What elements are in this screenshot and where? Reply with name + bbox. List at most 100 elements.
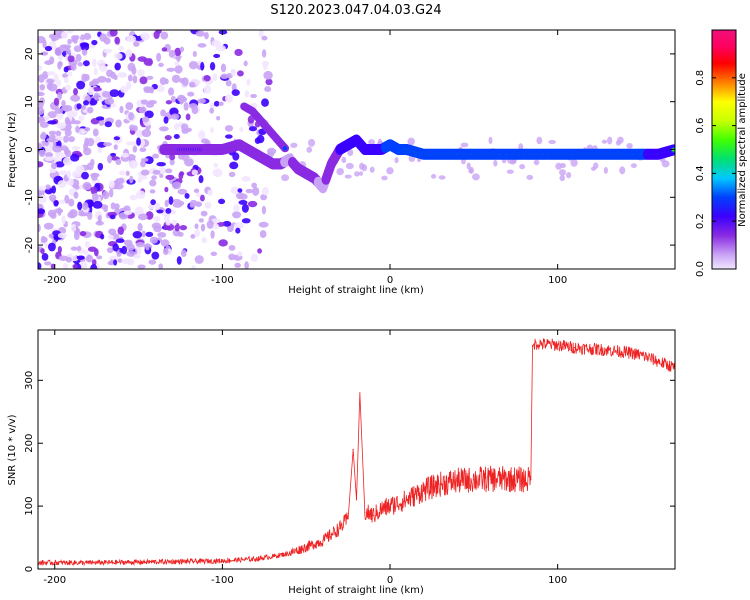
noise-cell (136, 137, 141, 146)
noise-cell (67, 38, 72, 45)
noise-cell (258, 221, 269, 228)
noise-cell (133, 41, 140, 47)
noise-cell (105, 77, 112, 83)
noise-cell (112, 243, 119, 252)
noise-cell (60, 31, 69, 39)
noise-cell (203, 75, 211, 82)
noise-cell (139, 147, 147, 153)
noise-cell (70, 94, 81, 102)
noise-cell (630, 163, 638, 168)
noise-cell (56, 135, 64, 141)
noise-cell (137, 223, 143, 232)
noise-cell (212, 73, 218, 82)
noise-cell (224, 94, 233, 103)
spectrogram-x-tick-label: -200 (43, 275, 66, 286)
snr-point (364, 511, 366, 513)
snr-point (490, 478, 492, 480)
noise-cell (154, 202, 161, 211)
spectrogram-x-tick-label: 100 (548, 275, 567, 286)
noise-cell (237, 70, 244, 77)
noise-cell (54, 161, 65, 168)
noise-cell (45, 184, 51, 190)
noise-cell (145, 231, 154, 237)
noise-cell (358, 171, 364, 176)
noise-cell (570, 158, 578, 167)
noise-cell (460, 142, 469, 148)
noise-cell (109, 255, 119, 261)
noise-cell (341, 156, 347, 163)
snr-y-axis-label: SNR (10 * v/v) (7, 414, 18, 485)
noise-cell (488, 136, 493, 145)
noise-cell (98, 96, 105, 102)
noise-cell (190, 234, 196, 239)
snr-point (557, 344, 559, 346)
noise-cell (344, 174, 352, 179)
noise-cell (151, 175, 157, 180)
noise-cell (354, 171, 360, 177)
noise-cell (68, 209, 78, 218)
noise-cell (73, 88, 78, 96)
noise-cell (87, 106, 94, 114)
noise-cell (165, 174, 175, 180)
noise-cell (209, 102, 215, 109)
noise-cell (234, 222, 244, 230)
noise-cell (386, 167, 394, 175)
noise-cell (113, 183, 124, 190)
noise-cell (216, 116, 221, 121)
noise-cell (57, 180, 67, 188)
noise-cell (218, 198, 226, 205)
noise-cell (149, 189, 156, 194)
noise-cell (250, 253, 258, 262)
noise-cell (133, 253, 141, 259)
noise-cell (50, 33, 61, 41)
noise-cell (218, 239, 228, 247)
noise-cell (107, 154, 112, 164)
noise-cell (39, 84, 46, 91)
noise-cell (159, 126, 169, 132)
noise-cell (243, 60, 248, 67)
noise-cell (68, 136, 75, 143)
noise-cell (109, 30, 118, 37)
noise-cell (61, 99, 66, 108)
noise-cell (49, 168, 57, 174)
noise-cell (93, 67, 98, 76)
noise-cell (536, 136, 543, 145)
noise-cell (468, 168, 473, 174)
noise-cell (169, 159, 175, 166)
noise-cell (119, 170, 126, 176)
noise-cell (38, 185, 47, 191)
noise-cell (213, 163, 219, 168)
noise-cell (78, 115, 85, 121)
noise-cell (251, 182, 257, 188)
noise-cell (232, 152, 240, 161)
noise-cell (113, 136, 121, 141)
noise-cell (617, 136, 624, 144)
noise-cell (394, 157, 399, 164)
noise-cell (141, 129, 152, 138)
noise-cell (125, 170, 130, 176)
noise-cell (119, 105, 124, 114)
noise-cell (241, 176, 251, 182)
noise-cell (40, 248, 45, 254)
noise-cell (187, 127, 192, 132)
noise-cell (84, 241, 91, 248)
noise-cell (62, 262, 69, 269)
noise-cell (137, 213, 148, 221)
noise-cell (60, 145, 69, 151)
noise-cell (152, 153, 159, 159)
snr-x-axis-label: Height of straight line (km) (288, 585, 424, 596)
snr-series (38, 338, 675, 567)
noise-cell (70, 224, 77, 232)
noise-cell (176, 256, 182, 265)
noise-cell (204, 201, 212, 209)
noise-cell (241, 218, 251, 224)
noise-cell (262, 60, 269, 67)
noise-cell (72, 170, 82, 178)
noise-cell (63, 66, 69, 73)
noise-cell (156, 52, 162, 62)
noise-cell (88, 199, 94, 207)
noise-cell (215, 44, 226, 52)
noise-cell (233, 204, 240, 212)
noise-cell (103, 48, 113, 54)
